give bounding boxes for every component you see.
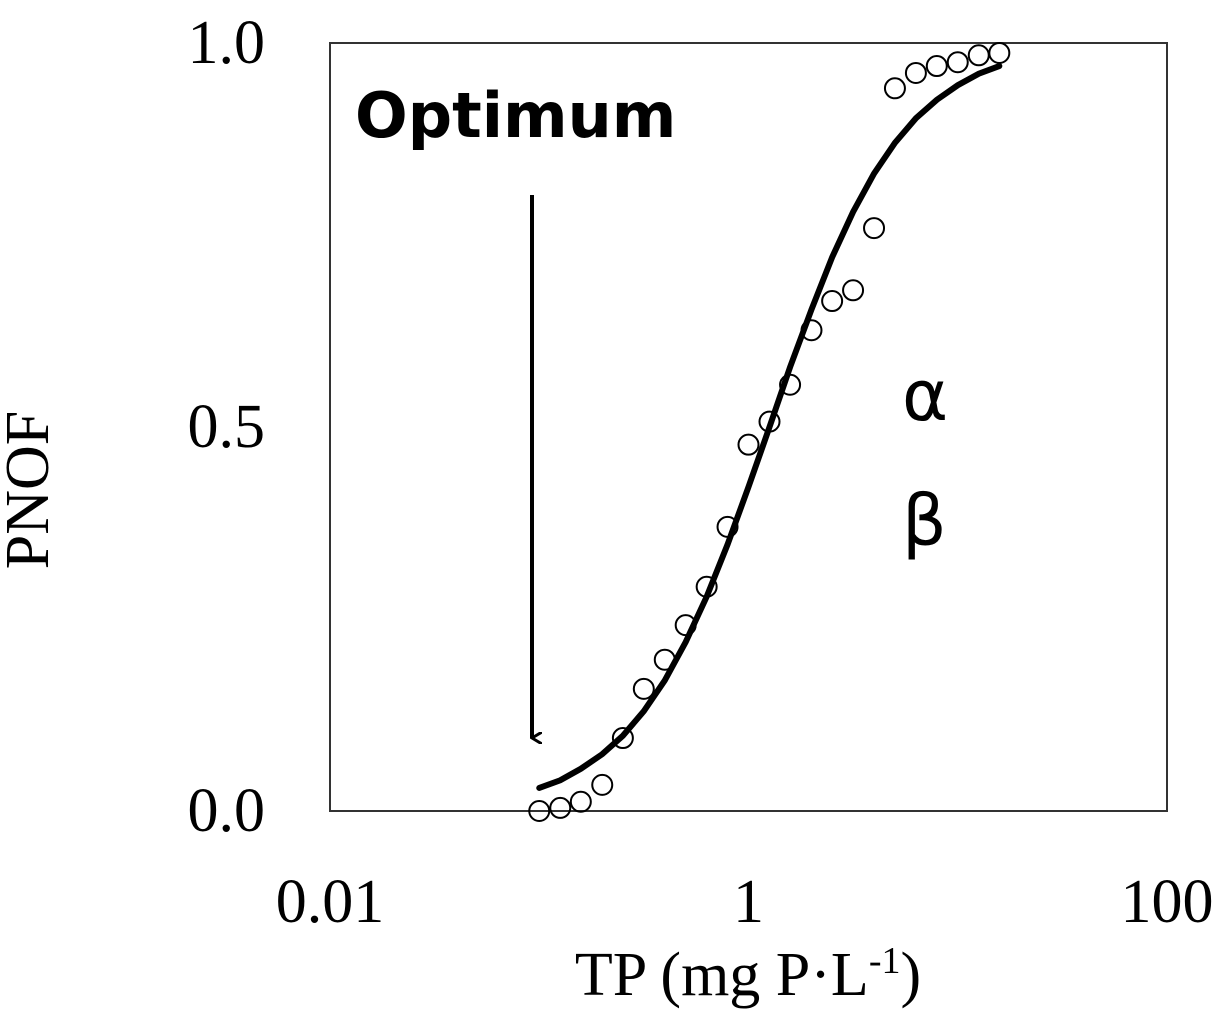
data-point [549,796,572,819]
data-point [904,61,927,84]
data-point [863,217,886,240]
annotation: α [902,355,948,437]
annotation: Optimum [355,79,676,152]
x-label-close: ) [900,941,921,1009]
y-axis-label: PNOF [0,411,62,570]
data-point [591,773,614,796]
y-tick-label: 0.0 [188,777,266,845]
x-tick-label: 0.01 [276,868,385,936]
x-tick-label: 100 [1121,868,1214,936]
data-point [967,44,990,67]
data-point [821,290,844,313]
data-point [737,433,760,456]
x-label-text: TP (mg P·L [575,941,869,1009]
plot-frame [329,42,1168,812]
data-point [883,77,906,100]
data-point [779,373,802,396]
data-point [674,614,697,637]
data-point [800,319,823,342]
data-point [653,648,676,671]
data-point [528,800,551,822]
data-point [569,790,592,813]
data-point [988,41,1011,64]
fit-line [536,63,1003,791]
data-point [695,575,718,598]
x-label-sup: -1 [869,940,901,982]
data-point [716,515,739,538]
data-point [946,51,969,74]
data-point [842,279,865,302]
data-point [758,410,781,433]
annotation: β [902,480,947,562]
y-tick-label: 1.0 [188,9,266,77]
x-axis-label: TP (mg P·L-1) [575,940,921,1009]
data-point [632,677,655,700]
x-tick-label: 1 [733,868,764,936]
y-tick-label: 0.5 [188,393,266,461]
data-point [611,727,634,750]
data-point [925,55,948,78]
